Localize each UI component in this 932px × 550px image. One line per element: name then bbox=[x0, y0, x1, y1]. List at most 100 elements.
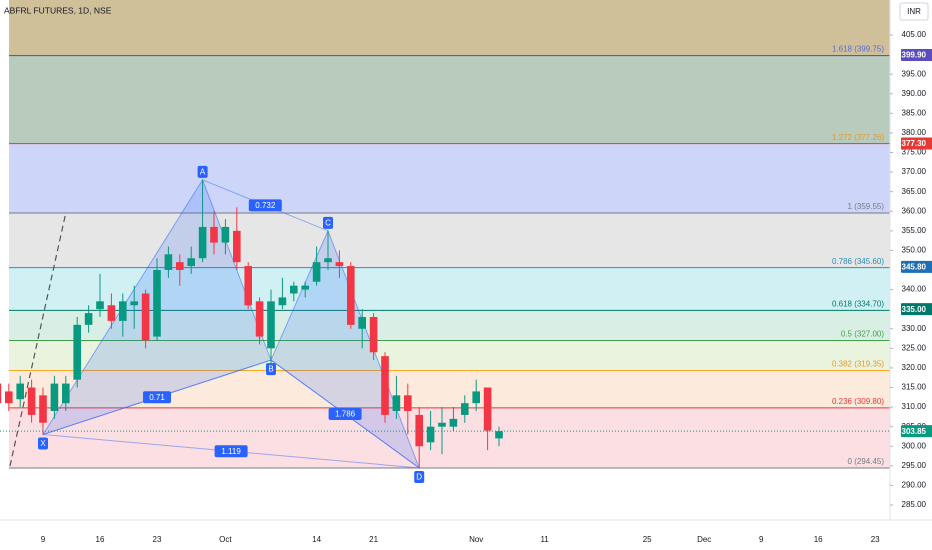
candle-body bbox=[438, 422, 446, 427]
candle-body bbox=[141, 293, 150, 341]
y-tick-label: 385.00 bbox=[902, 108, 927, 117]
candle-body bbox=[50, 383, 59, 411]
candle-body bbox=[449, 418, 458, 427]
candle-body bbox=[176, 262, 184, 270]
ratio-badge bbox=[143, 391, 171, 404]
x-tick-label: 16 bbox=[814, 535, 823, 544]
fib-label: 0.618 (334.70) bbox=[832, 299, 884, 308]
point-label: C bbox=[325, 218, 331, 227]
candles bbox=[0, 179, 890, 468]
ratio-label: 1.786 bbox=[335, 410, 356, 419]
y-tick-label: 350.00 bbox=[902, 246, 927, 255]
candle-body bbox=[27, 387, 36, 415]
candle-body bbox=[244, 266, 252, 306]
x-tick-label: 16 bbox=[96, 535, 105, 544]
candle-body bbox=[107, 305, 116, 321]
x-tick-label: 14 bbox=[312, 535, 321, 544]
point-label: X bbox=[40, 439, 46, 448]
candle-body bbox=[312, 262, 321, 282]
y-tick-label: 310.00 bbox=[902, 402, 927, 411]
point-badge bbox=[197, 165, 208, 178]
y-tick-label: 395.00 bbox=[902, 69, 927, 78]
price-badge-label: 377.30 bbox=[902, 139, 927, 148]
y-tick-label: 360.00 bbox=[902, 206, 927, 215]
ratio-label: 0.732 bbox=[255, 201, 276, 210]
x-tick-label: 9 bbox=[41, 535, 46, 544]
ratio-badge bbox=[214, 445, 248, 458]
candle-body bbox=[335, 262, 344, 267]
candle-body bbox=[301, 285, 309, 290]
x-tick-label: 11 bbox=[540, 535, 549, 544]
fib-label: 1.272 (377.26) bbox=[832, 133, 884, 142]
axes: 285.00290.00295.00300.00305.00310.00315.… bbox=[41, 30, 932, 544]
point-badge bbox=[323, 216, 333, 229]
candle-body bbox=[0, 383, 2, 404]
y-tick-label: 370.00 bbox=[902, 167, 927, 176]
chart-title: ABFRL FUTURES, 1D, NSE bbox=[4, 5, 112, 15]
fib-label: 1.618 (399.75) bbox=[832, 45, 884, 54]
candle-body bbox=[267, 301, 275, 349]
candle-body bbox=[5, 391, 13, 404]
candle-body bbox=[381, 356, 389, 415]
point-label: A bbox=[200, 168, 206, 177]
y-tick-label: 325.00 bbox=[902, 343, 927, 352]
point-badge bbox=[414, 470, 425, 483]
pattern-labels: 0.732 0.71 1.786 1.119 X A B C D bbox=[38, 165, 425, 483]
point-badge bbox=[266, 363, 276, 376]
y-tick-label: 355.00 bbox=[902, 226, 927, 235]
fib-zone bbox=[9, 55, 890, 144]
candle-body bbox=[198, 226, 207, 259]
y-tick-label: 315.00 bbox=[902, 383, 927, 392]
candle-body bbox=[164, 254, 173, 270]
candle-body bbox=[221, 226, 230, 243]
candle-body bbox=[495, 431, 503, 439]
candle-body bbox=[415, 414, 423, 447]
fib-zone bbox=[9, 143, 890, 214]
y-tick-label: 405.00 bbox=[902, 30, 927, 39]
fib-label: 0.786 (345.60) bbox=[832, 257, 884, 266]
point-badge bbox=[38, 437, 48, 450]
candle-body bbox=[324, 258, 332, 263]
x-tick-label: Oct bbox=[219, 535, 232, 544]
fib-zone bbox=[9, 0, 890, 56]
x-tick-label: 21 bbox=[369, 535, 378, 544]
candle-body bbox=[16, 383, 24, 400]
price-badge-label: 399.90 bbox=[902, 51, 927, 60]
candle-body bbox=[472, 391, 480, 404]
candle-body bbox=[233, 230, 241, 263]
price-badge-label: 335.00 bbox=[902, 305, 927, 314]
candle-body bbox=[39, 395, 47, 423]
ratio-label: 0.71 bbox=[149, 393, 165, 402]
y-tick-label: 380.00 bbox=[902, 128, 927, 137]
fib-label: 0.236 (309.80) bbox=[832, 397, 884, 406]
candle-body bbox=[84, 313, 93, 325]
x-tick-label: 23 bbox=[153, 535, 162, 544]
candle-body bbox=[210, 226, 218, 243]
candle-body bbox=[62, 383, 70, 404]
trend-line bbox=[9, 211, 67, 467]
y-tick-label: 285.00 bbox=[902, 500, 927, 509]
candle-body bbox=[96, 301, 104, 310]
x-tick-label: 25 bbox=[643, 535, 652, 544]
y-tick-label: 295.00 bbox=[902, 461, 927, 470]
candle-body bbox=[404, 395, 412, 411]
currency-box[interactable] bbox=[899, 2, 929, 21]
price-badge bbox=[901, 303, 932, 316]
currency: INR bbox=[907, 7, 921, 16]
fib-label: 0 (294.45) bbox=[848, 457, 885, 466]
fib-label: 1 (359.55) bbox=[848, 202, 885, 211]
candle-body bbox=[290, 285, 298, 294]
y-tick-label: 390.00 bbox=[902, 89, 927, 98]
x-tick-label: 23 bbox=[871, 535, 880, 544]
price-badge-label: 345.80 bbox=[902, 262, 927, 271]
fib-zone bbox=[9, 340, 890, 371]
fib-zones: 1.618 (399.75) 1.272 (377.26) 1 (359.55) 0.… bbox=[9, 0, 890, 469]
x-tick-label: Nov bbox=[469, 535, 483, 544]
fib-zone bbox=[9, 407, 890, 468]
candle-body bbox=[483, 387, 492, 431]
y-tick-label: 375.00 bbox=[902, 148, 927, 157]
x-tick-label: Dec bbox=[697, 535, 711, 544]
fib-label: 0.382 (319.35) bbox=[832, 360, 884, 369]
